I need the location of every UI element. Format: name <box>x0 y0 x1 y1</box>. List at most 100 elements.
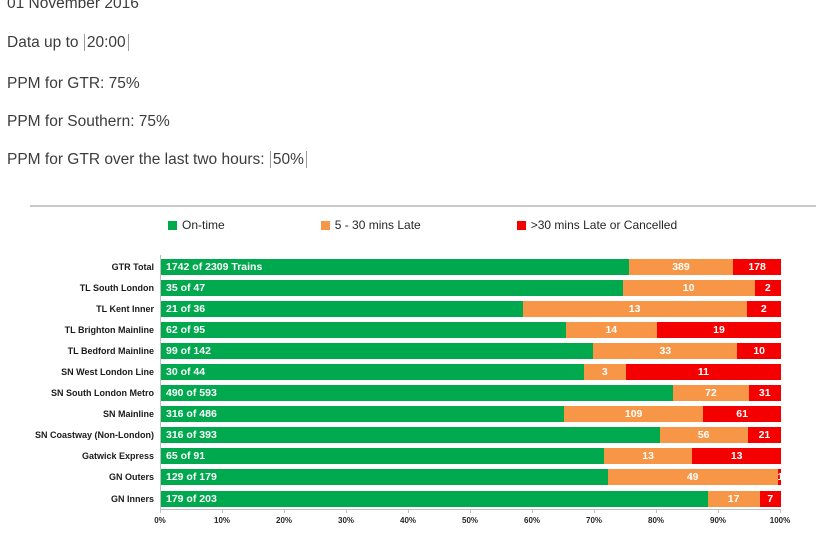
chart-row: TL Brighton Mainline 62 of 95 14 19 <box>0 319 781 340</box>
bar-segment-cancelled: 61 <box>703 406 781 423</box>
category-label: SN Coastway (Non-London) <box>35 430 154 441</box>
bar-value-label: 389 <box>672 260 690 273</box>
bar-value-label: 178 <box>748 260 766 273</box>
bar-segment-late: 3 <box>583 364 626 381</box>
ppm-two-hours-line: PPM for GTR over the last two hours: 50% <box>7 150 307 169</box>
bar-value-label: 35 of 47 <box>166 281 206 294</box>
bar-segment-on-time: 179 of 203 <box>161 490 708 507</box>
category-label: TL South London <box>79 282 154 293</box>
chart-row: GN Outers 129 of 179 49 1 <box>0 467 781 488</box>
bar-value-label: 7 <box>767 492 774 505</box>
chart-row: SN West London Line 30 of 44 3 11 <box>0 361 781 382</box>
category-label: SN South London Metro <box>51 388 154 399</box>
x-tick-label: 20% <box>275 516 293 525</box>
x-tick-mark <box>346 510 347 513</box>
bar-value-label: 1742 of 2309 Trains <box>166 260 263 273</box>
chart-row: SN South London Metro 490 of 593 72 31 <box>0 383 781 404</box>
x-tick-mark <box>284 510 285 513</box>
bar-value-label: 109 <box>624 408 643 421</box>
chart-row: GTR Total 1742 of 2309 Trains 389 178 <box>0 256 781 277</box>
bar-segment-on-time: 21 of 36 <box>161 300 523 317</box>
bar-value-label: 2 <box>760 302 767 315</box>
category-label: SN Mainline <box>102 409 154 420</box>
bar-value-label: 13 <box>628 302 641 315</box>
bar-value-label: 99 of 142 <box>166 344 211 357</box>
legend-item-cancelled: >30 mins Late or Cancelled <box>516 218 677 232</box>
ppm-two-hours-field[interactable]: 50% <box>269 151 307 168</box>
chart-row: Gatwick Express 65 of 91 13 13 <box>0 446 781 467</box>
bar-segment-cancelled: 11 <box>625 364 781 381</box>
bar-segment-on-time: 99 of 142 <box>161 342 594 359</box>
x-tick-mark <box>656 510 657 513</box>
on-time-swatch-icon <box>168 220 177 230</box>
bar-value-label: 13 <box>730 450 743 463</box>
category-label: GN Inners <box>110 493 154 504</box>
bar-value-label: 21 of 36 <box>166 302 206 315</box>
data-up-to-field[interactable]: 20:00 <box>83 34 129 51</box>
x-tick-label: 70% <box>585 516 603 525</box>
bar-value-label: 62 of 95 <box>166 323 206 336</box>
chart-row: TL South London 35 of 47 10 2 <box>0 277 781 298</box>
bar-segment-on-time: 490 of 593 <box>161 385 674 402</box>
data-up-to-prefix: Data up to <box>7 34 83 51</box>
bar-segment-on-time: 1742 of 2309 Trains <box>161 258 629 275</box>
cancelled-swatch-icon <box>516 220 526 230</box>
legend-item-on-time: On-time <box>168 218 225 232</box>
category-label: GN Outers <box>108 472 154 483</box>
bar-track: 179 of 203 17 7 <box>161 490 781 507</box>
chart-row: SN Coastway (Non-London) 316 of 393 56 21 <box>0 425 781 446</box>
x-tick-label: 30% <box>337 516 355 525</box>
bar-value-label: 21 <box>758 429 771 442</box>
bar-value-label: 490 of 593 <box>166 387 217 400</box>
x-tick-label: 10% <box>213 516 231 525</box>
bar-track: 490 of 593 72 31 <box>161 385 781 402</box>
x-tick-label: 90% <box>709 516 727 525</box>
bar-value-label: 13 <box>642 450 654 463</box>
bar-track: 30 of 44 3 11 <box>161 364 781 381</box>
bar-segment-late: 389 <box>628 258 734 275</box>
chart-row: GN Inners 179 of 203 17 7 <box>0 488 781 509</box>
bar-segment-late: 72 <box>673 385 749 402</box>
bar-track: 35 of 47 10 2 <box>161 279 781 296</box>
bar-segment-late: 109 <box>564 406 704 423</box>
bar-segment-cancelled: 178 <box>733 258 781 275</box>
x-axis: 0% 10% 20% 30% 40% 50% 60% 70% 80% 90% 100% <box>154 509 790 529</box>
bar-segment-late: 13 <box>603 448 693 465</box>
data-up-to-line: Data up to 20:00 <box>7 33 129 52</box>
category-label: TL Kent Inner <box>96 303 154 314</box>
bar-value-label: 129 of 179 <box>166 471 217 484</box>
late-swatch-icon <box>320 220 330 230</box>
ppm-two-hours-prefix: PPM for GTR over the last two hours: <box>7 151 269 168</box>
bar-segment-cancelled: 13 <box>692 448 781 465</box>
bar-segment-on-time: 35 of 47 <box>161 279 623 296</box>
chart-row: TL Bedford Mainline 99 of 142 33 10 <box>0 340 781 361</box>
bar-value-label: 65 of 91 <box>166 450 206 463</box>
chart-row: SN Mainline 316 of 486 109 61 <box>0 404 781 425</box>
bar-segment-on-time: 65 of 91 <box>161 448 604 465</box>
bar-value-label: 316 of 393 <box>166 429 217 442</box>
bar-value-label: 10 <box>682 281 695 294</box>
bar-segment-late: 49 <box>607 469 778 486</box>
bar-segment-cancelled: 10 <box>737 342 781 359</box>
bar-track: 316 of 393 56 21 <box>161 427 781 444</box>
bar-segment-late: 56 <box>659 427 748 444</box>
x-axis-line <box>160 509 781 510</box>
x-tick-label: 40% <box>399 516 417 525</box>
chart-row: TL Kent Inner 21 of 36 13 2 <box>0 298 781 319</box>
bar-segment-on-time: 62 of 95 <box>161 321 566 338</box>
x-tick-label: 80% <box>647 516 665 525</box>
bar-segment-late: 10 <box>622 279 755 296</box>
x-tick-mark <box>160 510 161 513</box>
ppm-stacked-bar-chart: On-time 5 - 30 mins Late >30 mins Late o… <box>0 205 830 540</box>
bar-value-label: 179 of 203 <box>166 492 217 505</box>
bar-value-label: 14 <box>605 323 618 336</box>
bar-value-label: 17 <box>727 492 740 505</box>
bar-segment-late: 13 <box>522 300 747 317</box>
bar-value-label: 61 <box>736 408 748 421</box>
x-tick-mark <box>718 510 719 513</box>
chart-top-border <box>30 205 816 207</box>
bar-segment-on-time: 129 of 179 <box>161 469 608 486</box>
category-label: TL Bedford Mainline <box>67 345 154 356</box>
bar-value-label: 10 <box>753 344 765 357</box>
x-tick-mark <box>780 510 781 513</box>
